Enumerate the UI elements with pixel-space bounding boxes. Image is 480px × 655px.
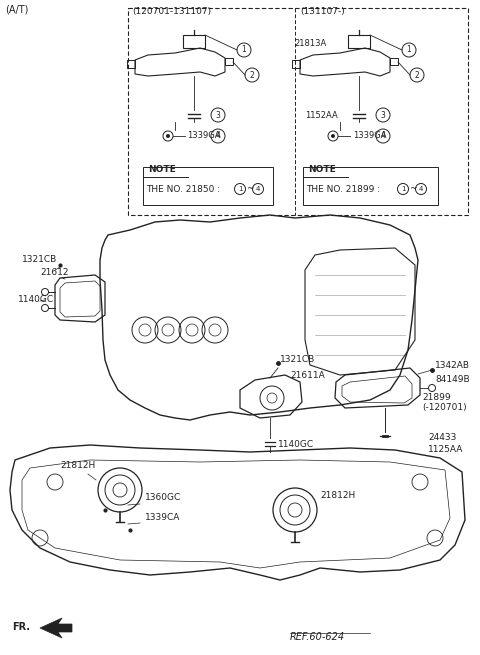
Text: (A/T): (A/T) — [5, 4, 28, 14]
Text: 4: 4 — [216, 132, 220, 141]
Text: 21812H: 21812H — [60, 461, 95, 470]
Text: 1321CB: 1321CB — [22, 255, 57, 264]
Text: THE NO. 21850 :: THE NO. 21850 : — [146, 185, 223, 194]
Polygon shape — [40, 618, 72, 638]
Circle shape — [376, 129, 390, 143]
Circle shape — [416, 183, 427, 195]
Text: 24433: 24433 — [428, 433, 456, 442]
Circle shape — [166, 134, 170, 138]
Circle shape — [237, 43, 251, 57]
Text: ~: ~ — [246, 185, 253, 193]
Text: 1342AB: 1342AB — [435, 361, 470, 370]
Text: NOTE: NOTE — [308, 165, 336, 174]
Text: 21813A: 21813A — [294, 39, 326, 48]
Text: 1: 1 — [241, 45, 246, 54]
Text: 4: 4 — [381, 132, 385, 141]
Text: 1360GC: 1360GC — [145, 493, 181, 502]
Text: 1: 1 — [401, 186, 405, 192]
Text: 1152AA: 1152AA — [305, 111, 338, 119]
Text: FR.: FR. — [12, 622, 30, 632]
Text: 1339CA: 1339CA — [145, 513, 180, 522]
Text: 21612: 21612 — [40, 268, 69, 277]
Text: NOTE: NOTE — [148, 165, 176, 174]
Text: 3: 3 — [381, 111, 385, 119]
Circle shape — [245, 68, 259, 82]
Circle shape — [331, 134, 335, 138]
Text: 4: 4 — [419, 186, 423, 192]
Text: (131107-): (131107-) — [300, 7, 345, 16]
Text: 3: 3 — [216, 111, 220, 119]
Text: 1140GC: 1140GC — [278, 440, 314, 449]
Text: (-120701): (-120701) — [422, 403, 467, 412]
Circle shape — [410, 68, 424, 82]
Text: 21899: 21899 — [422, 393, 451, 402]
Circle shape — [211, 129, 225, 143]
Text: 84149B: 84149B — [435, 375, 469, 384]
Text: 1140GC: 1140GC — [18, 295, 54, 304]
Text: (120701-131107): (120701-131107) — [132, 7, 211, 16]
Text: REF.60-624: REF.60-624 — [290, 632, 345, 642]
Circle shape — [397, 183, 408, 195]
Text: 1339GA: 1339GA — [353, 132, 386, 141]
Text: 21812H: 21812H — [320, 491, 355, 500]
Text: THE NO. 21899 :: THE NO. 21899 : — [306, 185, 383, 194]
Text: 2: 2 — [415, 71, 420, 79]
Text: 2: 2 — [250, 71, 254, 79]
Text: 1321CB: 1321CB — [280, 355, 315, 364]
Circle shape — [211, 108, 225, 122]
Circle shape — [402, 43, 416, 57]
Text: 1: 1 — [407, 45, 411, 54]
Text: 1125AA: 1125AA — [428, 445, 463, 454]
Text: ~: ~ — [409, 185, 417, 193]
Text: 1339GA: 1339GA — [187, 132, 220, 141]
Text: 1: 1 — [238, 186, 242, 192]
Circle shape — [376, 108, 390, 122]
Circle shape — [235, 183, 245, 195]
Text: 21611A: 21611A — [290, 371, 325, 380]
Circle shape — [252, 183, 264, 195]
Text: 4: 4 — [256, 186, 260, 192]
